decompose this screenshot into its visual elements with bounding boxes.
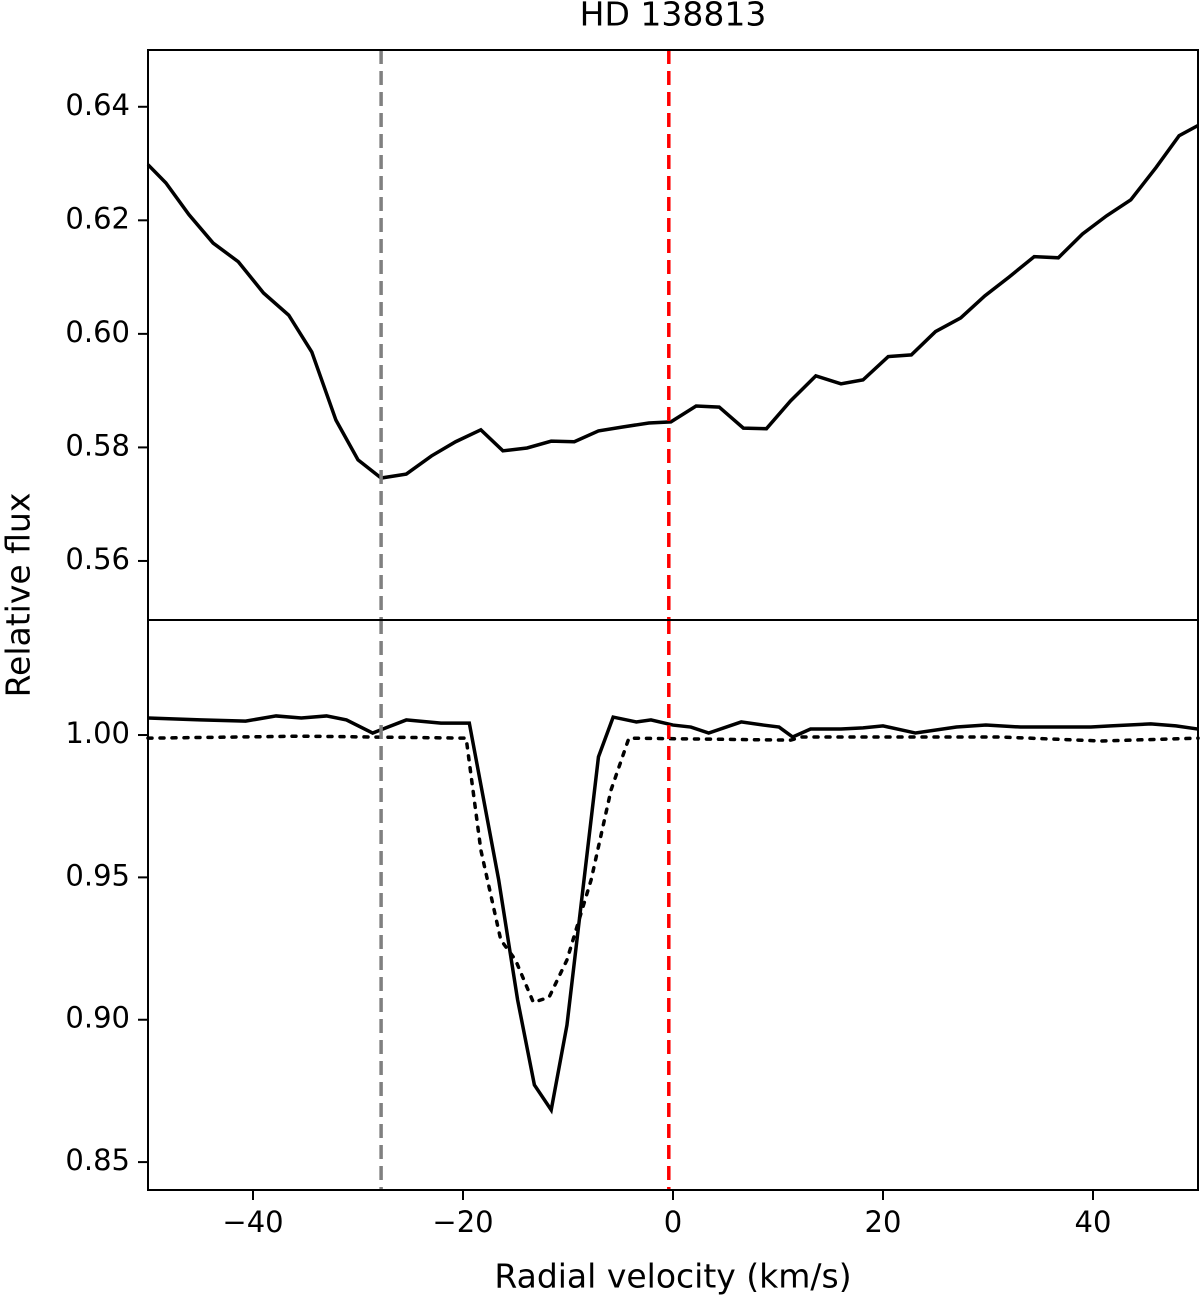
x-tick-label: −20 bbox=[432, 1205, 493, 1239]
data-line bbox=[146, 123, 1199, 480]
x-tick-label: 20 bbox=[865, 1205, 902, 1239]
y-tick-label: 0.62 bbox=[65, 201, 130, 235]
x-axis-label: Radial velocity (km/s) bbox=[494, 1257, 851, 1296]
y-tick-label: 0.64 bbox=[65, 88, 130, 122]
y-tick-label: 0.90 bbox=[65, 1001, 130, 1035]
y-tick-label: 0.56 bbox=[65, 542, 130, 576]
x-tick-label: −40 bbox=[222, 1205, 283, 1239]
x-tick-label: 40 bbox=[1075, 1205, 1112, 1239]
x-tick-label: 0 bbox=[664, 1205, 682, 1239]
y-tick-label: 0.60 bbox=[65, 315, 130, 349]
y-tick-label: 0.95 bbox=[65, 858, 130, 892]
y-tick-label: 1.00 bbox=[65, 716, 130, 750]
data-line bbox=[146, 734, 1200, 1005]
data-line bbox=[147, 714, 1199, 1115]
y-tick-label: 0.58 bbox=[65, 428, 130, 462]
chart-title: HD 138813 bbox=[580, 0, 767, 34]
plot-frame bbox=[147, 49, 1199, 621]
plot-frame bbox=[147, 619, 1199, 1191]
y-tick-label: 0.85 bbox=[65, 1143, 130, 1177]
y-axis-label: Relative flux bbox=[0, 493, 38, 698]
